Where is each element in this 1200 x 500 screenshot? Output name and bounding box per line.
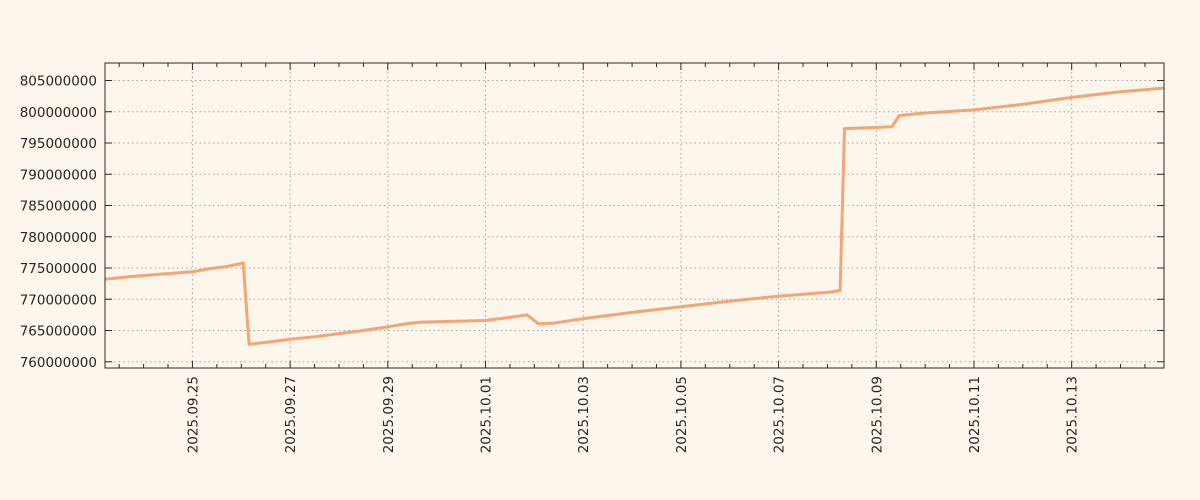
x-tick-label: 2025.09.27 <box>283 376 299 453</box>
y-tick-label: 775000000 <box>20 261 97 277</box>
x-tick-label: 2025.09.29 <box>381 376 397 453</box>
series-videoviews <box>104 86 1165 346</box>
y-tick-label: 800000000 <box>20 105 97 121</box>
x-tick-label: 2025.10.03 <box>576 376 592 453</box>
x-tick-label: 2025.10.11 <box>967 376 983 453</box>
x-tick-label: 2025.10.13 <box>1065 376 1081 453</box>
x-tick-label: 2025.10.07 <box>772 376 788 453</box>
y-tick-label: 770000000 <box>20 292 97 308</box>
x-tick-label: 2025.10.09 <box>869 376 885 453</box>
x-tick-label: 2025.10.05 <box>674 376 690 453</box>
y-axis-labels: 760000000 765000000 770000000 775000000 7800… <box>20 74 97 371</box>
y-tick-label: 805000000 <box>20 74 97 90</box>
grid-lines <box>105 63 1164 368</box>
y-tick-label: 780000000 <box>20 230 97 246</box>
x-tick-label: 2025.10.01 <box>479 376 495 453</box>
x-axis-labels: 2025.09.25 2025.09.27 2025.09.29 2025.10.01… <box>185 376 1080 453</box>
plot-border <box>104 62 1165 369</box>
y-tick-label: 785000000 <box>20 199 97 215</box>
line-videoviews <box>104 86 1165 346</box>
tick-marks <box>105 63 1164 368</box>
x-tick-label: 2025.09.25 <box>185 376 201 453</box>
y-tick-label: 790000000 <box>20 167 97 183</box>
y-tick-label: 795000000 <box>20 136 97 152</box>
y-tick-label: 765000000 <box>20 324 97 340</box>
y-tick-label: 760000000 <box>20 355 97 371</box>
